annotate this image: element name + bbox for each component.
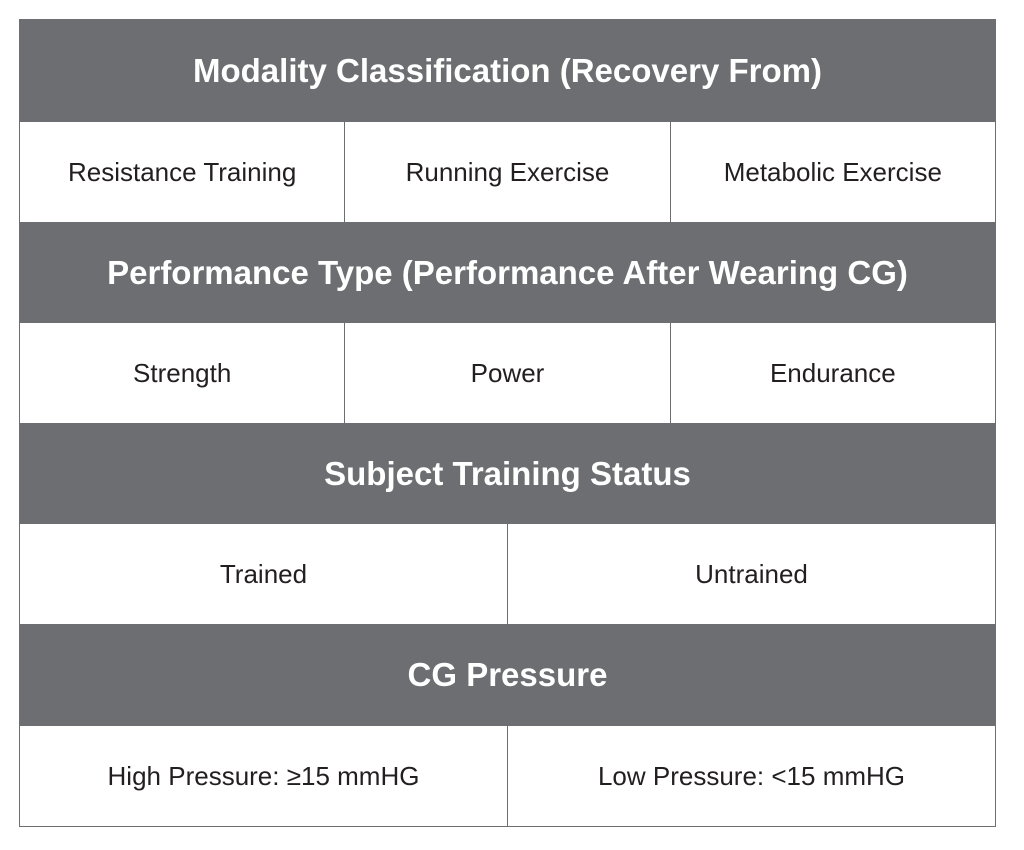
modality-running-exercise-cell: Running Exercise bbox=[344, 122, 669, 222]
modality-classification-header: Modality Classification (Recovery From) bbox=[20, 20, 995, 122]
training-status-header: Subject Training Status bbox=[20, 423, 995, 524]
modality-metabolic-exercise-cell: Metabolic Exercise bbox=[669, 122, 995, 222]
training-status-row: Trained Untrained bbox=[20, 524, 995, 624]
performance-strength-cell: Strength bbox=[133, 357, 232, 388]
modality-classification-row: Resistance Training Running Exercise Met… bbox=[20, 122, 995, 222]
performance-endurance-cell: Endurance bbox=[669, 323, 995, 423]
classification-table: Modality Classification (Recovery From) … bbox=[19, 19, 996, 827]
status-trained-cell: Trained bbox=[219, 558, 308, 589]
modality-resistance-training-cell: Resistance Training bbox=[67, 156, 297, 187]
performance-type-header: Performance Type (Performance After Wear… bbox=[20, 222, 995, 323]
cg-pressure-row: High Pressure: ≥15 mmHG Low Pressure: <1… bbox=[20, 726, 995, 826]
pressure-high-cell: High Pressure: ≥15 mmHG bbox=[107, 760, 420, 791]
performance-power-cell: Power bbox=[344, 323, 669, 423]
cg-pressure-header: CG Pressure bbox=[20, 624, 995, 726]
status-untrained-cell: Untrained bbox=[507, 524, 995, 624]
performance-type-row: Strength Power Endurance bbox=[20, 323, 995, 423]
pressure-low-cell: Low Pressure: <15 mmHG bbox=[507, 726, 995, 826]
